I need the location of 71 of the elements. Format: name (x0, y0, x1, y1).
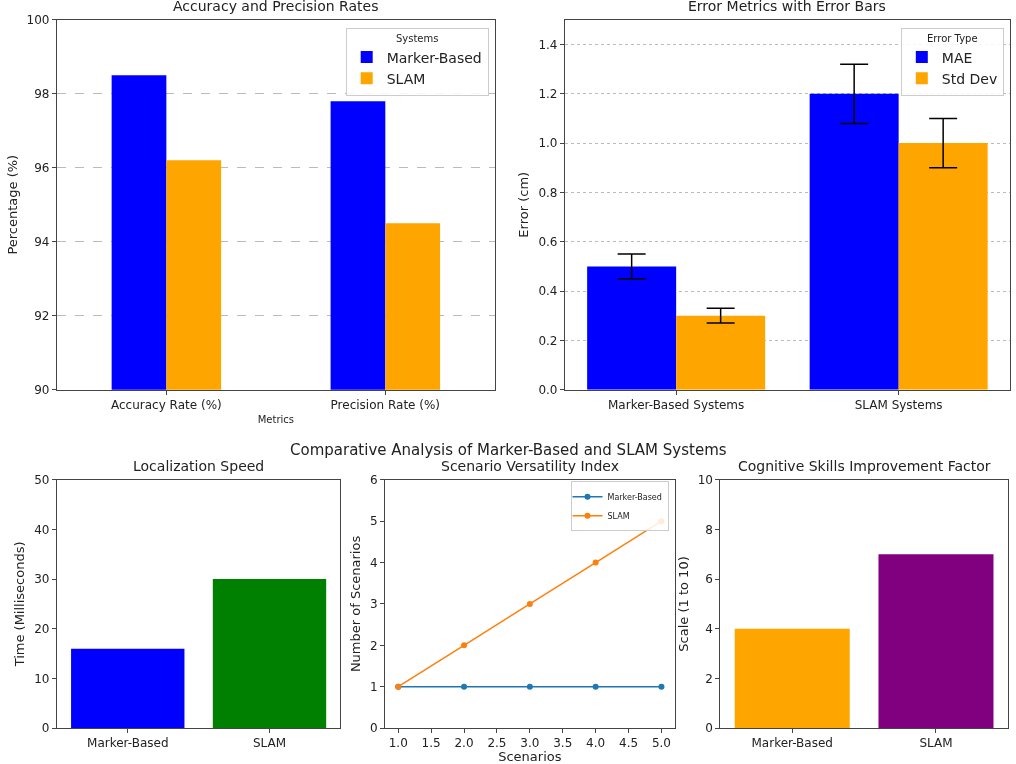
y-tick-label: 10 (34, 671, 50, 686)
y-axis-title: Error (cm) (516, 171, 532, 238)
legend-label: SLAM (386, 70, 426, 87)
x-tick-label: SLAM (252, 736, 287, 751)
y-tick-label: 98 (34, 87, 50, 102)
y-tick-label: 0 (370, 721, 378, 736)
x-tick-label: 2.0 (454, 736, 474, 751)
legend-label: Marker-Based (607, 492, 662, 502)
x-axis-title: Scenarios (498, 749, 562, 764)
y-tick-label: 92 (34, 308, 50, 323)
y-tick-label: 90 (34, 382, 50, 397)
y-tick-label: 2 (370, 638, 378, 653)
y-tick-label: 5 (370, 514, 378, 529)
y-tick-label: 1.4 (538, 37, 558, 52)
y-tick-label: 10 (697, 472, 713, 487)
x-tick-label: 2.5 (487, 736, 507, 751)
y-tick-label: 0 (705, 721, 713, 736)
y-tick-label: 2 (705, 671, 713, 686)
x-tick-label: 4.0 (586, 736, 606, 751)
y-tick-label: 6 (705, 572, 713, 587)
y-tick-label: 0 (41, 721, 50, 736)
x-tick-label: 3.0 (520, 736, 540, 751)
y-tick-label: 1.2 (538, 87, 558, 102)
y-tick-label: 1 (370, 679, 378, 694)
chart-title: Error Metrics with Error Bars (688, 0, 886, 14)
y-tick-label: 8 (705, 522, 713, 537)
y-tick-label: 30 (34, 572, 50, 587)
y-axis-title: Number of Scenarios (347, 535, 363, 673)
x-tick-label: SLAM (919, 736, 953, 751)
y-tick-label: 0.2 (538, 333, 558, 348)
y-axis-title: Time (Milliseconds) (12, 541, 28, 668)
chart-title: Scenario Versatility Index (441, 458, 619, 474)
y-tick-label: 0.0 (538, 382, 558, 397)
y-tick-label: 0.6 (538, 234, 558, 249)
x-axis-title: Metrics (257, 413, 294, 425)
legend-title: Error Type (927, 32, 978, 44)
y-tick-label: 0.8 (538, 185, 558, 200)
legend-label: SLAM (607, 511, 630, 521)
y-tick-label: 94 (34, 234, 50, 249)
y-tick-label: 1.0 (538, 136, 558, 151)
y-axis-title: Scale (1 to 10) (675, 556, 691, 652)
y-axis-title: Percentage (%) (4, 154, 20, 255)
y-tick-label: 4 (705, 621, 713, 636)
legend-title: Systems (395, 32, 439, 44)
x-tick-label: 1.0 (388, 736, 408, 751)
y-tick-label: 0.4 (538, 284, 558, 299)
chart-title: Accuracy and Precision Rates (173, 0, 379, 14)
chart-title: Localization Speed (133, 458, 265, 474)
text: Comparative Analysis of Marker-Based and SLAM Systems (290, 441, 727, 459)
x-tick-label: Marker-Based (751, 736, 833, 751)
legend-label: Std Dev (941, 70, 998, 87)
y-tick-label: 40 (34, 522, 50, 537)
legend-label: Marker-Based (386, 49, 482, 66)
x-tick-label: Accuracy Rate (%) (111, 398, 222, 413)
y-tick-label: 100 (26, 13, 50, 28)
chart-title: Cognitive Skills Improvement Factor (738, 458, 991, 474)
y-tick-label: 96 (34, 160, 50, 175)
legend-label: MAE (941, 49, 973, 66)
y-tick-label: 6 (370, 472, 378, 487)
y-tick-label: 50 (34, 472, 50, 487)
y-tick-label: 4 (370, 555, 378, 570)
x-tick-label: Marker-Based (87, 736, 169, 751)
x-tick-label: 4.5 (619, 736, 639, 751)
y-tick-label: 20 (34, 621, 50, 636)
x-tick-label: SLAM Systems (854, 398, 943, 413)
x-tick-label: Marker-Based Systems (608, 398, 745, 413)
x-tick-label: 1.5 (421, 736, 441, 751)
x-tick-label: 5.0 (651, 736, 672, 751)
x-tick-label: 3.5 (553, 736, 573, 751)
x-tick-label: Precision Rate (%) (330, 398, 441, 413)
y-tick-label: 3 (370, 597, 378, 612)
